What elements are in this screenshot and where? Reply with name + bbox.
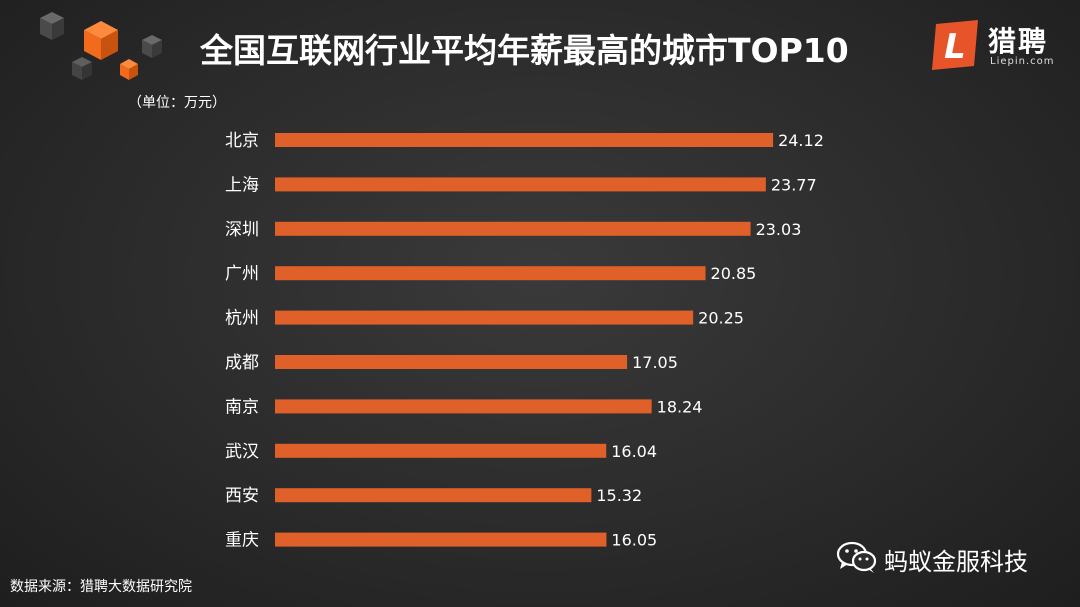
liepin-badge-icon: L	[932, 20, 978, 70]
bar	[275, 133, 774, 147]
bar	[275, 177, 766, 192]
category-label: 北京	[225, 131, 259, 151]
liepin-logo: L 猎聘 Liepin.com	[928, 18, 1078, 72]
bar	[275, 310, 694, 325]
category-label: 深圳	[225, 220, 259, 240]
page-title: 全国互联网行业平均年薪最高的城市TOP10	[200, 31, 849, 70]
logo-badge-letter: L	[944, 27, 966, 67]
bar	[275, 221, 751, 236]
orange-cube-icon	[84, 21, 118, 60]
category-label: 武汉	[225, 442, 259, 462]
gray-cube-icon	[40, 12, 64, 40]
value-label: 15.32	[596, 486, 642, 505]
category-label: 广州	[225, 264, 259, 284]
value-label: 16.04	[611, 442, 657, 461]
value-label: 18.24	[657, 397, 703, 416]
category-label: 上海	[225, 175, 259, 195]
wechat-icon	[836, 541, 877, 573]
value-label: 24.12	[778, 131, 824, 150]
wechat-account: 蚂蚁金服科技	[836, 538, 1076, 578]
value-label: 20.85	[711, 264, 757, 283]
unit-note: （单位：万元）	[128, 95, 226, 111]
bar	[275, 355, 628, 369]
bar	[275, 399, 652, 414]
wechat-account-name: 蚂蚁金服科技	[884, 548, 1028, 576]
data-source-note: 数据来源：猎聘大数据研究院	[10, 579, 192, 595]
value-label: 20.25	[698, 309, 744, 328]
bar	[275, 266, 706, 281]
gray-cube-icon	[142, 35, 162, 58]
category-label: 西安	[225, 486, 259, 506]
category-label: 重庆	[225, 531, 259, 551]
category-label: 成都	[225, 353, 259, 373]
bar	[275, 532, 607, 547]
bar	[275, 443, 607, 458]
logo-name: 猎聘	[988, 25, 1049, 58]
bar	[275, 488, 592, 503]
decorative-cubes	[40, 12, 162, 80]
gray-cube-icon	[72, 57, 92, 80]
value-label: 23.03	[756, 220, 802, 239]
category-label: 杭州	[225, 309, 259, 329]
value-label: 16.05	[611, 531, 657, 550]
value-label: 23.77	[771, 175, 817, 194]
category-label: 南京	[225, 397, 259, 417]
small-orange-cube-icon	[120, 59, 138, 80]
logo-url: Liepin.com	[990, 56, 1055, 67]
value-label: 17.05	[632, 353, 678, 372]
salary-bar-chart: 北京 24.12 上海 23.77 深圳 23.03 广州 20.85 杭州 20.25 成都 17.…	[225, 131, 824, 551]
